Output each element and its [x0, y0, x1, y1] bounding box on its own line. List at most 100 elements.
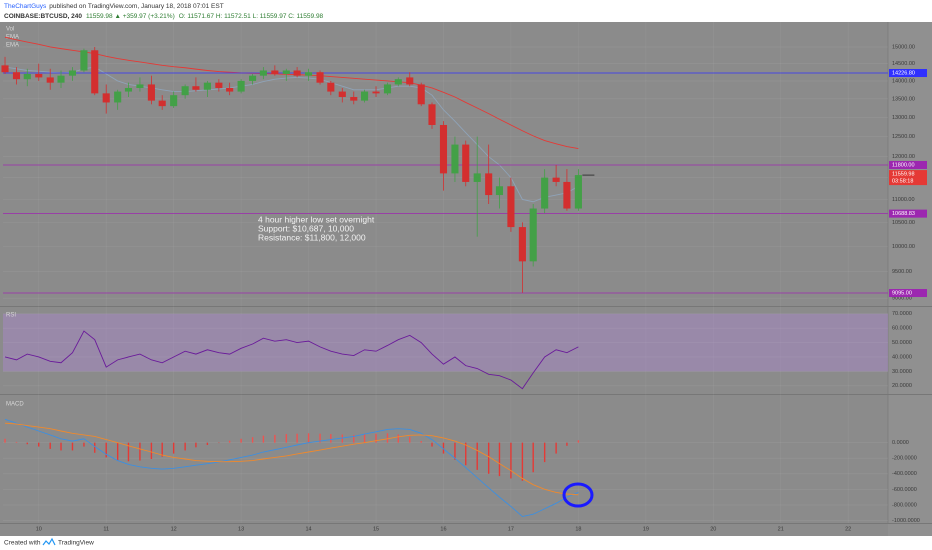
histogram-bar [251, 437, 254, 443]
y-tick-label: 60.0000 [892, 326, 912, 332]
x-tick-label: 10 [36, 526, 42, 532]
y-tick-label: 10000.00 [892, 244, 915, 250]
candle-body [181, 86, 189, 96]
candle-body [102, 93, 110, 103]
legend-entry: EMA [6, 43, 19, 49]
level-tag [889, 160, 927, 169]
candle-body [316, 72, 324, 83]
y-tick-label: -600.0000 [892, 487, 917, 493]
y-tick-label: 12500.00 [892, 134, 915, 140]
candle-body [383, 84, 392, 94]
ohlc: O: 11571.67 H: 11572.51 L: 11559.97 C: 1… [179, 13, 324, 20]
candle-body [57, 75, 65, 83]
histogram-bar [116, 442, 119, 461]
highlight-circle [562, 482, 594, 508]
histogram-bar [4, 438, 6, 443]
candle-body [259, 70, 267, 76]
histogram-bar [386, 433, 389, 443]
histogram-bar [83, 442, 85, 447]
x-tick-label: 12 [171, 526, 177, 532]
histogram-bar [15, 441, 18, 443]
footer-created: Created with [4, 540, 41, 547]
candle-body [394, 79, 402, 85]
histogram-bar [228, 440, 231, 443]
x-tick-label: 11 [103, 526, 109, 532]
legend-volume: Vol [6, 27, 14, 33]
histogram-bar [161, 442, 163, 457]
histogram-bar [274, 434, 276, 443]
candle-body [124, 87, 133, 92]
candle-body [428, 104, 436, 125]
x-tick-label: 21 [778, 526, 784, 532]
y-tick-label: 14000.00 [892, 78, 915, 84]
candle-body [327, 82, 335, 92]
x-tick-label: 18 [575, 526, 581, 532]
histogram-bar [375, 433, 377, 443]
candle-body [1, 65, 9, 73]
histogram-bar [195, 442, 197, 448]
line-series [4, 330, 579, 390]
candle-body [158, 100, 166, 107]
footer-brand: TradingView [58, 540, 94, 547]
level-label: 14226.80 [892, 70, 915, 76]
y-tick-label: -1000.0000 [892, 518, 920, 524]
histogram-bar [319, 433, 321, 443]
histogram-bar [510, 442, 512, 479]
histogram-bar [454, 442, 456, 460]
histogram-bar [105, 442, 107, 458]
candle-body [203, 82, 211, 90]
candle-body [35, 73, 43, 78]
candle-body [361, 91, 369, 101]
y-tick-label: 13500.00 [892, 96, 915, 102]
candle-body [114, 91, 122, 103]
histogram-bar [420, 441, 422, 443]
x-tick-label: 14 [306, 526, 312, 532]
candle-body [439, 124, 448, 174]
histogram-bar [240, 438, 242, 443]
candle-body [406, 77, 414, 85]
histogram-bar [206, 442, 209, 445]
candle-body [372, 91, 380, 94]
y-tick-label: 40.0000 [892, 354, 912, 360]
line-series [4, 36, 579, 150]
histogram-bar [353, 434, 355, 443]
y-tick-label: 10500.00 [892, 220, 915, 226]
candle-body [192, 86, 200, 90]
candle-body [91, 50, 99, 94]
histogram-bar [49, 442, 51, 449]
line-series [4, 66, 579, 203]
histogram-bar [341, 434, 343, 443]
y-tick-label: 15000.00 [892, 44, 915, 50]
histogram-bar [150, 442, 153, 459]
candle-body [552, 177, 560, 182]
footer [0, 536, 932, 550]
histogram-bar [442, 442, 445, 454]
histogram-bar [296, 433, 298, 443]
histogram-bar [26, 442, 28, 445]
panel-title: RSI [6, 313, 16, 319]
level-tag [889, 69, 927, 78]
header-line-2: COINBASE:BTCUSD, 240 11559.98 ▲ +359.97 (… [4, 13, 324, 20]
candle-body [80, 50, 88, 71]
candle-body [68, 70, 77, 76]
histogram-bar [409, 436, 411, 443]
x-tick-label: 16 [440, 526, 446, 532]
published: published on TradingView.com, January 18… [49, 3, 223, 10]
y-tick-label: 12000.00 [892, 154, 915, 160]
candle-body [485, 173, 493, 196]
candle-body [541, 177, 549, 209]
histogram-bar [487, 442, 490, 474]
y-tick-label: -800.0000 [892, 502, 917, 508]
candle-body [338, 91, 346, 97]
level-label: 10688.83 [892, 211, 915, 217]
candle-body [305, 72, 313, 76]
plots: 10 11 12 13 14 15 16 17 18 19 20 21 22 9000.00 9500.00… [1, 22, 927, 532]
change: 11559.98 ▲ +359.97 (+3.21%) [86, 13, 175, 20]
histogram-bar [330, 434, 332, 443]
histogram-bar [498, 442, 501, 477]
price-tag [889, 170, 927, 186]
symbol: COINBASE:BTCUSD, 240 [4, 13, 82, 20]
histogram-bar [127, 442, 130, 462]
y-tick-label: 30.0000 [892, 369, 912, 375]
